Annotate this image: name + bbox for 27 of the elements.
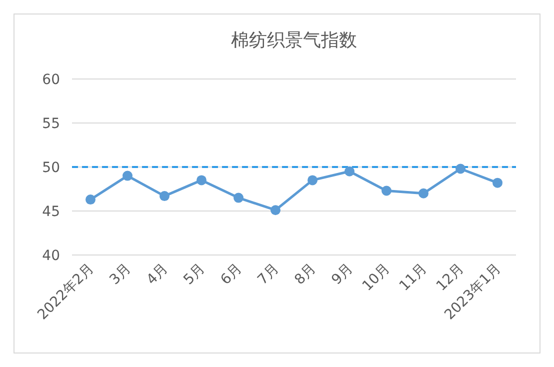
y-tick-label: 60 [42,72,60,88]
y-tick-label: 40 [42,248,60,264]
y-tick-label: 45 [42,204,60,220]
point [234,192,244,203]
chart-title: 棉纺织景气指数 [231,30,357,51]
point [196,175,206,186]
point [270,205,280,216]
y-tick-label: 50 [42,160,60,176]
point [492,178,502,188]
x-tick-label: 9月 [328,260,356,288]
x-tick-label: 5月 [180,260,208,288]
point [382,186,392,196]
x-tick-label: 4月 [144,260,172,288]
x-tick-label: 7月 [254,260,282,288]
x-tick-label: 10月 [360,260,394,294]
point [418,188,428,198]
point [344,166,354,176]
point [122,170,132,181]
point [456,164,466,174]
x-tick-label: 6月 [218,260,246,288]
point [160,191,170,202]
x-tick-label: 11月 [396,260,430,294]
point [308,175,318,186]
x-tick-label: 8月 [292,260,320,288]
y-tick-label: 55 [42,116,60,132]
x-tick-label: 3月 [106,260,134,288]
point [86,194,96,205]
